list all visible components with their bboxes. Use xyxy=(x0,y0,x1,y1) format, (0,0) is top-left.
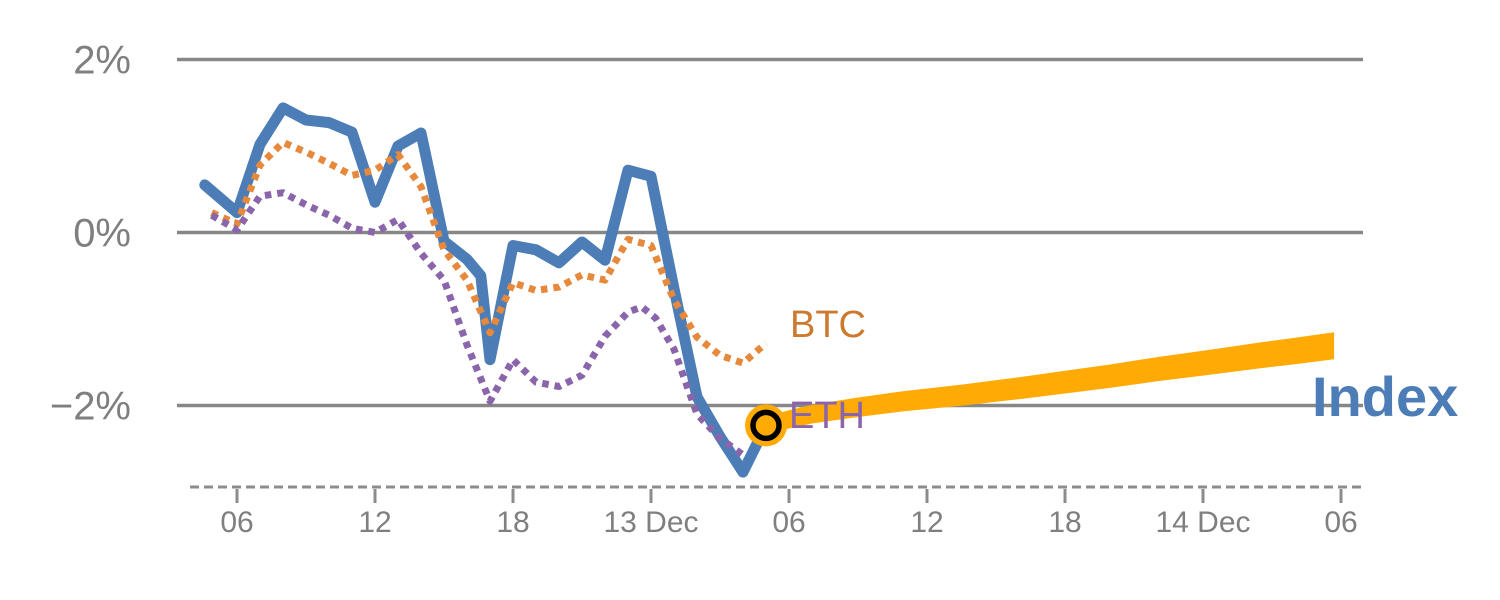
x-axis-tick-label: 13 Dec xyxy=(603,506,698,539)
series-lines xyxy=(199,102,1335,478)
marker-ring-icon xyxy=(750,409,782,442)
x-axis-tick-label: 18 xyxy=(1048,506,1081,539)
eth-series-label: ETH xyxy=(789,395,865,437)
forecast-start-marker xyxy=(745,404,787,447)
x-axis: 06 12 18 13 Dec 06 12 18 14 Dec 06 xyxy=(190,485,1363,539)
forecast-line xyxy=(766,332,1335,435)
index-line xyxy=(199,102,772,478)
eth-line xyxy=(209,189,746,458)
x-axis-tick-label: 12 xyxy=(910,506,943,539)
y-axis-tick-label: 2% xyxy=(73,39,131,83)
y-axis-tick-label: 0% xyxy=(73,212,131,256)
index-series-label: Index xyxy=(1312,365,1458,428)
x-axis-tick-label: 06 xyxy=(220,506,253,539)
x-axis-tick-label: 06 xyxy=(772,506,805,539)
x-axis-tick-label: 18 xyxy=(496,506,529,539)
y-axis-tick-label: −2% xyxy=(50,385,131,429)
btc-series-label: BTC xyxy=(790,304,866,346)
x-axis-tick-label: 06 xyxy=(1324,506,1357,539)
btc-line xyxy=(210,139,769,367)
x-axis-tick-label: 12 xyxy=(358,506,391,539)
x-axis-tick-label: 14 Dec xyxy=(1155,506,1250,539)
